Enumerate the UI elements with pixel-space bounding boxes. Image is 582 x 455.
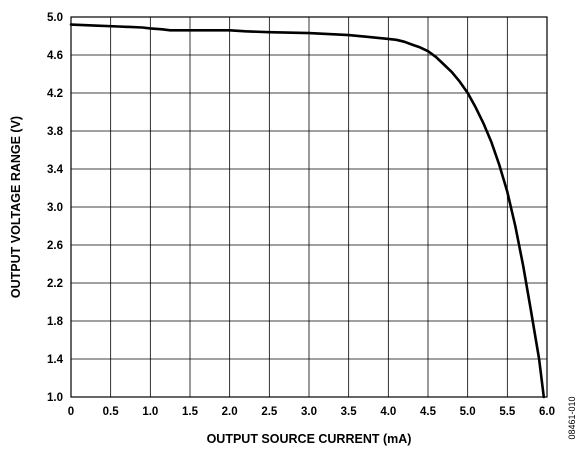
x-tick-labels: 0 0.5 1.0 1.5 2.0 2.5 3.0 3.5 4.0 4.5 5.0 5.5 6.0: [68, 406, 555, 418]
x-tick-label: 0.5: [103, 406, 120, 418]
x-tick-label: 1.0: [142, 406, 158, 418]
x-tick-label: 3.5: [341, 406, 358, 418]
y-tick-label: 1.0: [47, 392, 63, 404]
y-tick-label: 1.4: [47, 354, 64, 366]
y-tick-label: 2.6: [47, 240, 63, 252]
y-tick-label: 3.8: [47, 126, 64, 138]
gridlines: [71, 17, 547, 397]
x-tick-label: 2.0: [222, 406, 238, 418]
y-tick-label: 5.0: [47, 12, 63, 24]
x-tick-label: 3.0: [301, 406, 317, 418]
x-tick-label: 0: [68, 406, 74, 418]
y-axis-title: OUTPUT VOLTAGE RANGE (V): [9, 116, 23, 298]
y-tick-label: 4.6: [47, 50, 63, 62]
plot-frame: [70, 16, 548, 398]
x-tick-label: 4.5: [420, 406, 437, 418]
x-tick-label: 6.0: [539, 406, 555, 418]
x-tick-label: 4.0: [380, 406, 396, 418]
x-tick-label: 5.5: [499, 406, 516, 418]
y-tick-label: 1.8: [47, 316, 64, 328]
x-axis-title: OUTPUT SOURCE CURRENT (mA): [207, 432, 412, 446]
x-tick-label: 5.0: [460, 406, 476, 418]
series-line: [69, 23, 546, 399]
y-tick-labels: 1.0 1.4 1.8 2.2 2.6 3.0 3.4 3.8 4.2 4.6 5.0: [47, 12, 64, 404]
x-tick-label: 2.5: [261, 406, 278, 418]
y-tick-label: 4.2: [47, 88, 63, 100]
figure-id: 08461-010: [567, 396, 577, 439]
y-tick-label: 3.0: [47, 202, 63, 214]
y-tick-label: 3.4: [47, 164, 64, 176]
y-tick-label: 2.2: [47, 278, 63, 290]
x-tick-label: 1.5: [182, 406, 199, 418]
